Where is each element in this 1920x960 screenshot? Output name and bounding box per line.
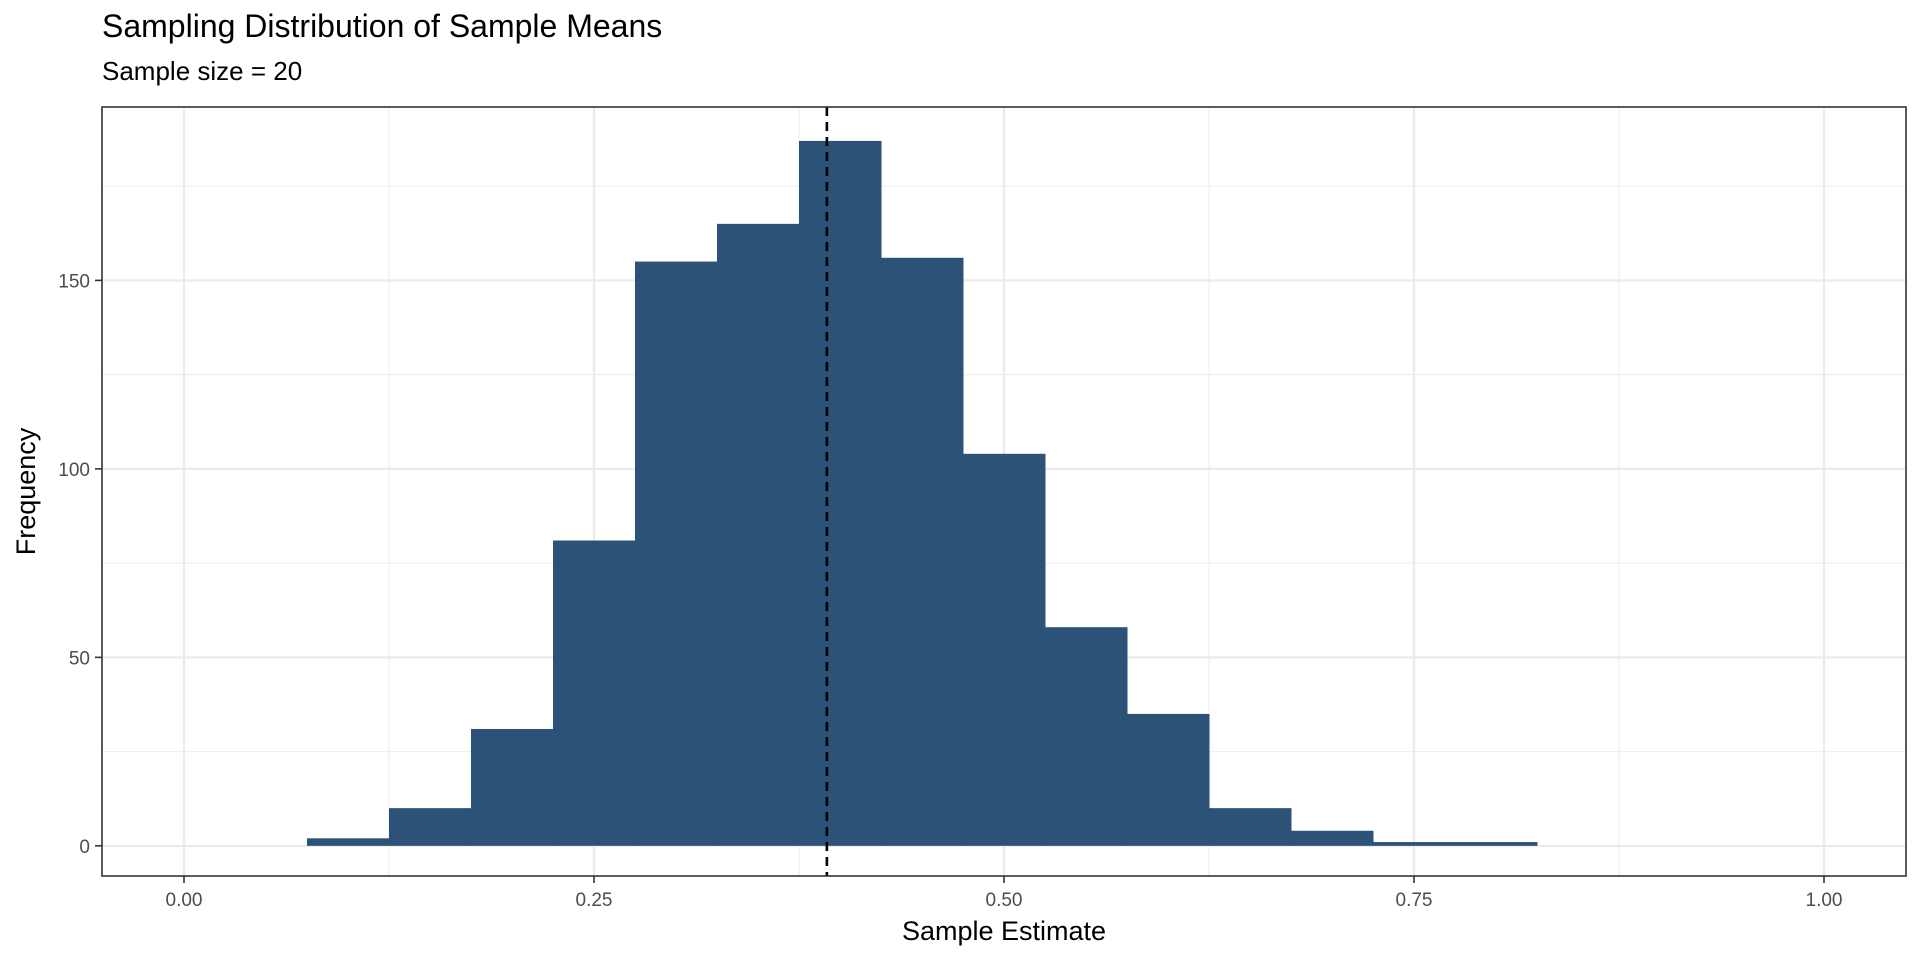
histogram-bars xyxy=(307,140,1538,846)
y-tick-label: 100 xyxy=(58,460,90,481)
histogram-bar xyxy=(799,140,882,846)
x-tick-label: 0.25 xyxy=(576,890,613,911)
x-tick-label: 1.00 xyxy=(1806,890,1843,911)
x-axis-title: Sample Estimate xyxy=(902,916,1106,946)
histogram-bar xyxy=(1127,713,1210,846)
x-tick-label: 0.75 xyxy=(1396,890,1433,911)
y-axis-title: Frequency xyxy=(11,427,41,555)
histogram-bar xyxy=(717,223,800,846)
histogram-bar xyxy=(389,808,472,846)
histogram-bar xyxy=(963,453,1046,846)
histogram-bar xyxy=(1291,830,1374,846)
x-tick-label: 0.00 xyxy=(166,890,203,911)
y-tick-label: 50 xyxy=(69,648,90,669)
histogram-bar xyxy=(1209,808,1292,846)
histogram-bar xyxy=(1045,627,1128,846)
y-axis-ticks: 0 50 100 150 xyxy=(58,271,102,858)
histogram-bar xyxy=(1373,842,1456,846)
histogram-bar xyxy=(635,261,718,846)
chart-subtitle: Sample size = 20 xyxy=(102,56,303,86)
histogram-bar xyxy=(1455,842,1538,846)
y-tick-label: 0 xyxy=(79,837,90,858)
histogram-bar xyxy=(553,540,636,846)
histogram-bar xyxy=(881,257,964,846)
chart-title: Sampling Distribution of Sample Means xyxy=(102,8,663,44)
y-tick-label: 150 xyxy=(58,271,90,292)
histogram-bar xyxy=(471,728,554,846)
x-axis-ticks: 0.00 0.25 0.50 0.75 1.00 xyxy=(166,876,1843,911)
histogram-bar xyxy=(307,838,390,846)
x-tick-label: 0.50 xyxy=(986,890,1023,911)
